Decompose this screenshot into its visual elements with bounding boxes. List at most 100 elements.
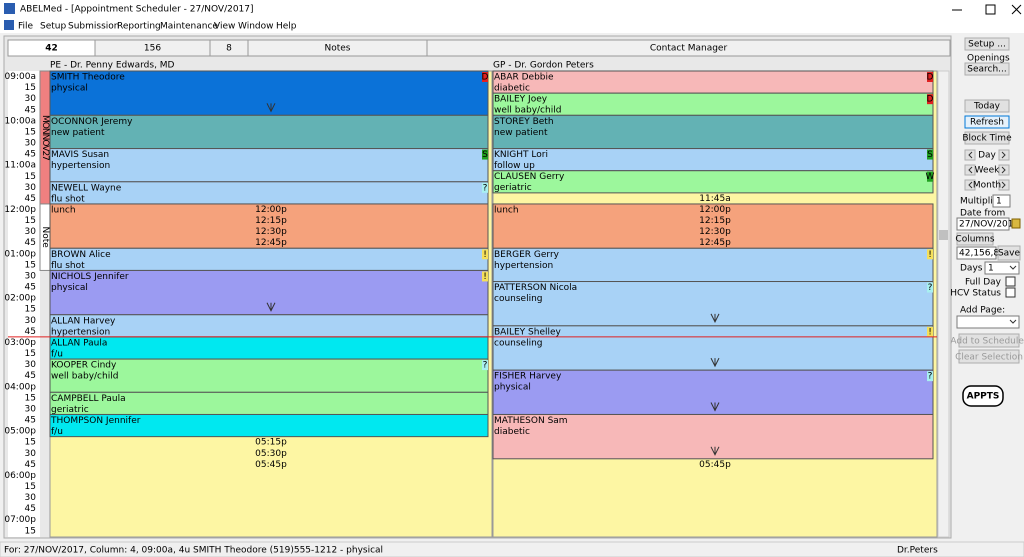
patient-name[interactable]: lunch (494, 205, 519, 215)
appointment[interactable] (49, 336, 489, 360)
button[interactable] (964, 37, 1010, 51)
appointment-reason[interactable]: geriatric (51, 405, 89, 415)
patient-name[interactable]: BROWN Alice (51, 250, 111, 260)
dropdown-arrow[interactable] (1009, 319, 1017, 324)
button[interactable] (997, 245, 1021, 261)
tab-label[interactable]: 156 (144, 44, 161, 54)
nav-arrows[interactable] (964, 149, 1010, 191)
patient-name[interactable]: ALLAN Harvey (51, 316, 116, 326)
appointment[interactable] (49, 413, 489, 438)
patient-name[interactable]: MAVIS Susan (51, 150, 109, 160)
scrollbar[interactable] (937, 70, 950, 538)
menu-item[interactable]: Help (276, 22, 297, 32)
appointment-reason[interactable]: counseling (494, 338, 543, 348)
menu-item[interactable]: File (18, 22, 34, 32)
patient-name[interactable]: MATHESON Sam (494, 416, 568, 426)
patient-name[interactable]: THOMPSON Jennifer (50, 416, 141, 426)
button-label[interactable]: Today (973, 102, 1001, 112)
appointment[interactable] (49, 358, 489, 393)
appointment-reason[interactable]: well baby/child (494, 106, 561, 116)
input-value[interactable]: 42,156,8 (959, 249, 999, 259)
appointment-reason[interactable]: hypertension (494, 261, 553, 271)
patient-name[interactable]: NEWELL Wayne (51, 183, 122, 193)
patient-name[interactable]: BERGER Gerry (494, 250, 560, 260)
menu-item[interactable]: Reporting (117, 22, 161, 32)
patient-name[interactable]: CLAUSEN Gerry (494, 172, 565, 182)
button-label[interactable]: Block Time (962, 134, 1012, 144)
menu-item[interactable]: Submission (68, 22, 120, 32)
button-label[interactable]: Search... (967, 65, 1007, 75)
button[interactable] (958, 333, 1020, 348)
patient-name[interactable]: FISHER Harvey (494, 372, 562, 382)
patient-name[interactable]: OCONNOR Jeremy (51, 117, 133, 127)
appointment[interactable] (49, 148, 489, 183)
button[interactable] (964, 62, 1010, 76)
dropdown[interactable] (956, 315, 1020, 329)
appointment-reason[interactable]: hypertension (51, 161, 110, 171)
input[interactable] (956, 246, 997, 260)
appointment[interactable] (492, 70, 934, 94)
patient-name[interactable]: ALLAN Paula (51, 338, 107, 348)
checkbox[interactable] (1005, 287, 1016, 298)
tab-label[interactable]: Notes (325, 44, 351, 54)
appointment-reason[interactable]: geriatric (494, 183, 532, 193)
appointment-reason[interactable]: physical (51, 283, 88, 293)
patient-name[interactable]: KNIGHT Lori (494, 150, 548, 160)
calendar-icon[interactable] (1011, 218, 1021, 229)
button[interactable] (956, 232, 994, 246)
tab-label[interactable]: 8 (226, 44, 232, 54)
appointment-reason[interactable]: diabetic (494, 84, 530, 94)
menu-item[interactable]: View (214, 22, 235, 32)
logo[interactable] (962, 385, 1004, 407)
appointment-reason[interactable]: well baby/child (51, 372, 118, 382)
appointment[interactable] (492, 170, 934, 194)
appointment-reason[interactable]: hypertension (51, 327, 110, 337)
menu-item[interactable]: Setup (40, 22, 66, 32)
appointment[interactable] (492, 247, 934, 283)
button[interactable] (964, 131, 1010, 145)
appointment[interactable] (492, 114, 934, 150)
appointment-reason[interactable]: diabetic (494, 427, 530, 437)
appointment[interactable] (49, 314, 489, 338)
logo-text[interactable]: APPTS (967, 392, 1000, 402)
scroll-thumb[interactable] (939, 230, 948, 240)
button-label[interactable]: Setup ... (968, 40, 1006, 50)
dropdown-value[interactable]: 1 (988, 264, 994, 274)
button-label[interactable]: Add to Scheduler (950, 337, 1024, 347)
checkbox[interactable] (1005, 276, 1016, 287)
tab-label[interactable]: 42 (45, 44, 58, 54)
input-value[interactable]: 27/NOV/2017 (959, 220, 1019, 230)
button[interactable] (964, 99, 1010, 113)
button-label[interactable]: Refresh (970, 118, 1004, 128)
dropdown-arrow[interactable] (1009, 265, 1017, 270)
button[interactable] (958, 349, 1020, 364)
appointment-reason[interactable]: flu shot (51, 194, 85, 204)
patient-name[interactable]: BAILEY Shelley (494, 327, 562, 337)
menu-item[interactable]: Window (238, 22, 274, 32)
patient-name[interactable]: STOREY Beth (494, 117, 554, 127)
appointment-reason[interactable]: new patient (51, 128, 105, 138)
input-value[interactable]: 1 (996, 197, 1002, 207)
appointment-reason[interactable]: new patient (494, 128, 548, 138)
button-label[interactable]: Save (998, 249, 1021, 259)
appointment[interactable] (492, 148, 934, 172)
patient-name[interactable]: lunch (51, 205, 76, 215)
appointment-reason[interactable]: follow up (494, 161, 535, 171)
tab-label[interactable]: Contact Manager (650, 44, 728, 54)
button[interactable] (964, 115, 1010, 129)
dropdown[interactable] (984, 261, 1020, 275)
patient-name[interactable]: NICHOLS Jennifer (51, 272, 129, 282)
patient-name[interactable]: PATTERSON Nicola (494, 283, 577, 293)
appointment-reason[interactable]: physical (51, 84, 88, 94)
input[interactable] (956, 217, 1010, 231)
appointment[interactable] (492, 203, 934, 249)
appointment-reason[interactable]: flu shot (51, 261, 85, 271)
appointment-reason[interactable]: counseling (494, 294, 543, 304)
appointment-reason[interactable]: physical (494, 383, 531, 393)
menu-item[interactable]: Maintenance (160, 22, 218, 32)
appointment[interactable] (49, 247, 489, 271)
patient-name[interactable]: SMITH Theodore (51, 73, 125, 83)
input[interactable] (992, 194, 1011, 208)
patient-name[interactable]: CAMPBELL Paula (51, 394, 126, 404)
appointment-reason[interactable]: f/u (51, 349, 63, 359)
